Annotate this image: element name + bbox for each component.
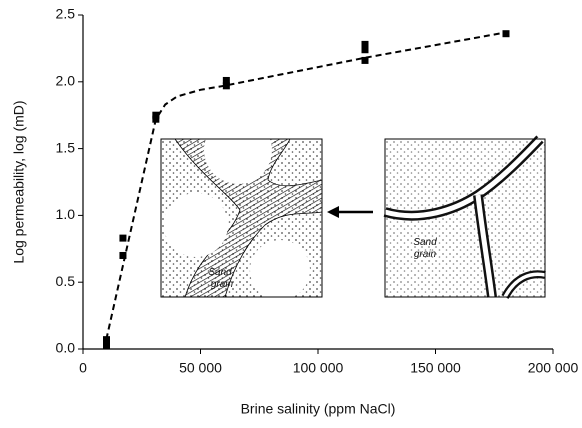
inset-label: Sand grain	[208, 267, 233, 290]
x-tick-label: 0	[79, 360, 87, 376]
data-point	[152, 111, 160, 119]
data-point	[222, 76, 230, 84]
inset-right: Sand grain	[383, 135, 546, 300]
x-tick-label: 200 000	[528, 360, 579, 376]
x-tick-label: 50 000	[179, 360, 222, 376]
data-point	[152, 115, 160, 123]
data-point	[502, 30, 510, 38]
data-point	[361, 40, 369, 48]
data-point	[103, 341, 110, 349]
fit-line	[103, 31, 507, 350]
y-tick-label: 1.0	[56, 206, 76, 222]
inset-label-line: grain	[414, 249, 437, 260]
data-point	[361, 56, 369, 64]
data-point	[103, 336, 110, 344]
inset-left: Sand grain	[160, 116, 323, 300]
x-tick-label: 100 000	[293, 360, 344, 376]
data-point	[361, 46, 369, 54]
y-tick-label: 0.0	[56, 340, 76, 356]
data-point	[119, 234, 127, 242]
x-axis-label: Brine salinity (ppm NaCl)	[241, 401, 396, 417]
inset-label-line: grain	[211, 279, 234, 290]
x-tick-label: 150 000	[410, 360, 461, 376]
y-tick-label: 2.5	[56, 6, 76, 22]
y-tick-label: 1.5	[56, 139, 76, 155]
data-point	[119, 251, 127, 259]
arrow	[327, 206, 373, 218]
inset-label-line: Sand	[413, 237, 437, 248]
y-tick-label: 0.5	[56, 273, 76, 289]
inset-label: Sand grain	[413, 237, 437, 260]
y-axis-label: Log permeability, log (mD)	[11, 100, 27, 263]
y-tick-label: 2.0	[56, 73, 76, 89]
inset-label-line: Sand	[208, 267, 232, 278]
data-point	[222, 82, 230, 90]
